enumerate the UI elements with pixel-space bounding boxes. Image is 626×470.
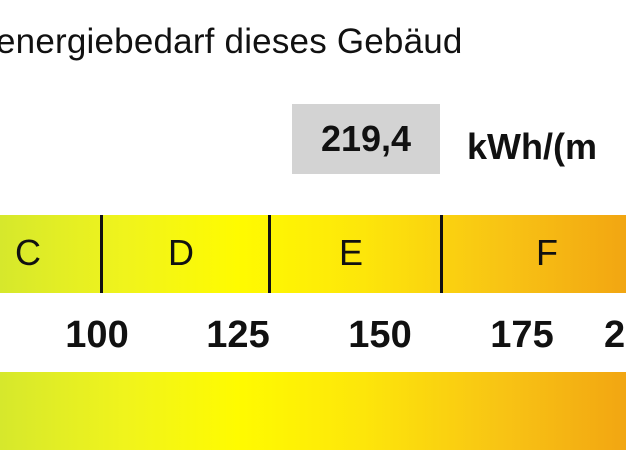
energy-unit: kWh/(m: [467, 126, 597, 167]
energy-value-box: 219,4: [292, 104, 440, 174]
class-label-e: E: [338, 232, 363, 273]
scale-tick: 2: [604, 314, 626, 356]
scale-tick: 150: [348, 314, 412, 356]
class-label-c: C: [15, 232, 41, 273]
class-divider: [100, 215, 103, 293]
energy-demand-heading: energiebedarf dieses Gebäud: [0, 22, 463, 61]
energy-scale-bar: [0, 372, 626, 450]
class-divider: [268, 215, 271, 293]
scale-tick: 175: [490, 314, 554, 356]
class-label-d: D: [168, 232, 194, 273]
class-divider: [440, 215, 443, 293]
scale-tick: 125: [206, 314, 270, 356]
class-label-f: F: [536, 232, 558, 273]
efficiency-class-bar: [0, 215, 626, 293]
scale-tick: 100: [65, 314, 129, 356]
